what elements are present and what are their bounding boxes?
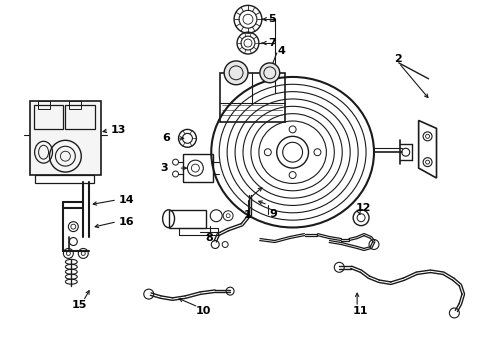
Circle shape xyxy=(224,61,247,85)
Text: 6: 6 xyxy=(163,133,170,143)
Circle shape xyxy=(259,63,279,83)
Text: 8: 8 xyxy=(205,233,213,243)
Text: 11: 11 xyxy=(352,306,368,316)
Text: 4: 4 xyxy=(277,46,285,56)
Bar xyxy=(38,100,49,109)
Text: 16: 16 xyxy=(119,217,134,227)
Bar xyxy=(35,175,94,183)
Text: 12: 12 xyxy=(355,203,371,213)
Text: 9: 9 xyxy=(269,209,277,219)
Text: 15: 15 xyxy=(71,300,87,310)
Bar xyxy=(34,105,63,129)
Text: 10: 10 xyxy=(195,306,210,316)
Bar xyxy=(65,105,95,129)
Text: 1: 1 xyxy=(244,210,251,220)
Bar xyxy=(30,100,101,175)
Text: 14: 14 xyxy=(119,195,134,205)
Bar xyxy=(183,154,213,182)
Text: 3: 3 xyxy=(161,163,168,173)
Bar xyxy=(168,210,206,228)
Bar xyxy=(220,73,284,122)
Text: 7: 7 xyxy=(267,38,275,48)
Bar xyxy=(69,100,81,109)
Text: 2: 2 xyxy=(393,54,401,64)
Text: 13: 13 xyxy=(111,125,126,135)
Text: 5: 5 xyxy=(267,14,275,24)
